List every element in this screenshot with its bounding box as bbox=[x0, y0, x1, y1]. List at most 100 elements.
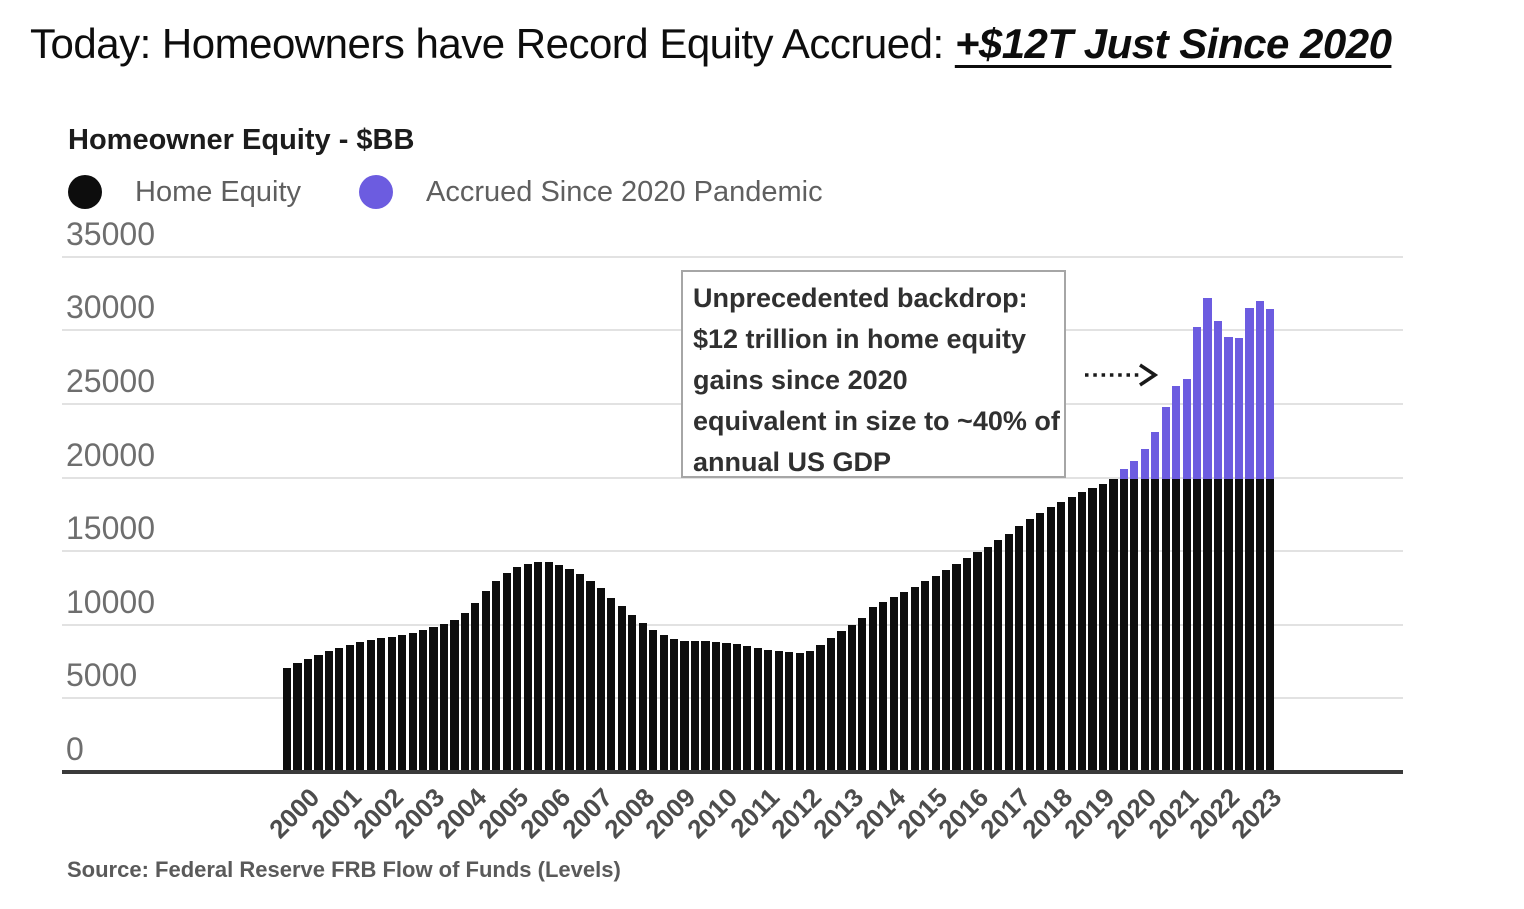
accrued-dot-icon bbox=[359, 175, 394, 209]
home-equity-bar bbox=[921, 581, 930, 772]
home-equity-bar bbox=[910, 586, 919, 772]
home-equity-bar bbox=[785, 652, 794, 772]
legend-item-home-equity: Home Equity bbox=[68, 175, 301, 209]
home-equity-bar bbox=[544, 561, 553, 772]
home-equity-bar bbox=[806, 650, 815, 772]
home-equity-bar bbox=[1130, 479, 1139, 772]
annotation-line: Unprecedented backdrop: bbox=[693, 283, 1028, 313]
home-equity-bar bbox=[586, 581, 595, 772]
home-equity-bar bbox=[1151, 479, 1160, 772]
home-equity-bar bbox=[701, 641, 710, 772]
source-note: Source: Federal Reserve FRB Flow of Fund… bbox=[67, 857, 621, 882]
home-equity-bar bbox=[596, 588, 605, 772]
home-equity-bar bbox=[837, 631, 846, 772]
legend-item-accrued: Accrued Since 2020 Pandemic bbox=[359, 175, 823, 209]
annotation-line: gains since 2020 bbox=[693, 365, 908, 395]
home-equity-bar bbox=[617, 606, 626, 772]
home-equity-bar bbox=[523, 563, 532, 772]
home-equity-bar bbox=[732, 644, 741, 772]
home-equity-bar bbox=[324, 651, 334, 772]
accrued-equity-bar bbox=[1193, 326, 1202, 480]
home-equity-bar bbox=[1213, 479, 1223, 772]
accrued-equity-bar bbox=[1245, 308, 1254, 480]
home-equity-bar bbox=[711, 641, 721, 772]
annotation-line: equivalent in size to ~40% of bbox=[693, 406, 1060, 436]
home-equity-bar bbox=[1004, 533, 1013, 772]
home-equity-bar bbox=[345, 645, 354, 772]
home-equity-bar bbox=[1119, 479, 1128, 772]
home-equity-bar bbox=[1109, 479, 1118, 772]
y-tick-label: 5000 bbox=[66, 657, 138, 694]
accrued-equity-bar bbox=[1255, 301, 1264, 480]
home-equity-bar bbox=[638, 623, 647, 772]
home-equity-bar bbox=[1224, 479, 1233, 772]
home-equity-bar bbox=[1245, 479, 1254, 772]
home-equity-bar bbox=[460, 613, 469, 772]
home-equity-bar bbox=[1255, 479, 1264, 772]
home-equity-bar bbox=[387, 636, 396, 772]
home-equity-bar bbox=[1234, 479, 1244, 772]
home-equity-bar bbox=[293, 663, 302, 772]
y-tick-label: 35000 bbox=[66, 215, 155, 252]
home-equity-bar bbox=[377, 638, 386, 772]
home-equity-bar bbox=[868, 607, 877, 772]
accrued-equity-bar bbox=[1172, 385, 1181, 480]
annotation-line: annual US GDP bbox=[693, 447, 892, 477]
home-equity-bar bbox=[439, 623, 449, 772]
dotted-arrow-icon bbox=[1082, 360, 1164, 395]
home-equity-bar bbox=[764, 649, 773, 772]
home-equity-bar bbox=[366, 640, 375, 772]
home-equity-bar bbox=[450, 619, 459, 772]
home-equity-bar bbox=[534, 561, 543, 772]
gridline bbox=[62, 623, 1403, 626]
home-equity-bar bbox=[502, 573, 511, 772]
home-equity-bar bbox=[303, 659, 313, 772]
accrued-equity-bar bbox=[1224, 336, 1233, 480]
home-equity-bar bbox=[952, 563, 961, 772]
page-title-highlight: +$12T Just Since 2020 bbox=[954, 20, 1392, 67]
home-equity-bar bbox=[1036, 512, 1045, 772]
home-equity-bar bbox=[941, 569, 951, 772]
home-equity-bar bbox=[1067, 496, 1076, 772]
home-equity-bar bbox=[753, 647, 762, 772]
home-equity-bar bbox=[1025, 518, 1034, 772]
y-tick-label: 10000 bbox=[66, 583, 155, 620]
accrued-equity-bar bbox=[1234, 337, 1244, 480]
home-equity-bar bbox=[1057, 501, 1066, 772]
home-equity-bar bbox=[513, 567, 522, 772]
accrued-equity-bar bbox=[1140, 448, 1149, 480]
accrued-equity-bar bbox=[1213, 321, 1223, 480]
home-equity-bar bbox=[575, 574, 585, 772]
home-equity-bar bbox=[931, 575, 940, 772]
y-tick-label: 30000 bbox=[66, 289, 155, 326]
accrued-equity-bar bbox=[1182, 379, 1191, 480]
accrued-equity-bar bbox=[1119, 468, 1128, 480]
home-equity-bar bbox=[900, 591, 909, 772]
home-equity-bar bbox=[962, 557, 972, 772]
home-equity-bar bbox=[1140, 479, 1149, 772]
page-title-prefix: Today: Homeowners have Record Equity Acc… bbox=[30, 20, 955, 67]
legend-label: Home Equity bbox=[135, 175, 302, 208]
home-equity-bar bbox=[492, 580, 501, 772]
accrued-equity-bar bbox=[1266, 309, 1275, 480]
y-tick-label: 25000 bbox=[66, 363, 155, 400]
gridline bbox=[62, 550, 1403, 553]
home-equity-bar bbox=[418, 630, 428, 772]
page-title: Today: Homeowners have Record Equity Acc… bbox=[30, 20, 1505, 68]
home-equity-bar bbox=[795, 652, 804, 772]
home-equity-bar bbox=[554, 565, 564, 772]
home-equity-bar bbox=[565, 569, 574, 772]
home-equity-bar bbox=[1077, 492, 1087, 772]
home-equity-bar bbox=[858, 618, 867, 772]
home-equity-bar bbox=[847, 624, 857, 772]
accrued-equity-bar bbox=[1151, 431, 1160, 480]
y-tick-label: 15000 bbox=[66, 510, 155, 547]
gridline bbox=[62, 697, 1403, 700]
annotation-box: Unprecedented backdrop: $12 trillion in h… bbox=[681, 270, 1066, 478]
y-tick-label: 20000 bbox=[66, 436, 155, 473]
home-equity-bar bbox=[774, 651, 783, 772]
home-equity-bar bbox=[1161, 479, 1170, 772]
home-equity-bar bbox=[983, 546, 992, 772]
home-equity-bar bbox=[690, 641, 700, 772]
